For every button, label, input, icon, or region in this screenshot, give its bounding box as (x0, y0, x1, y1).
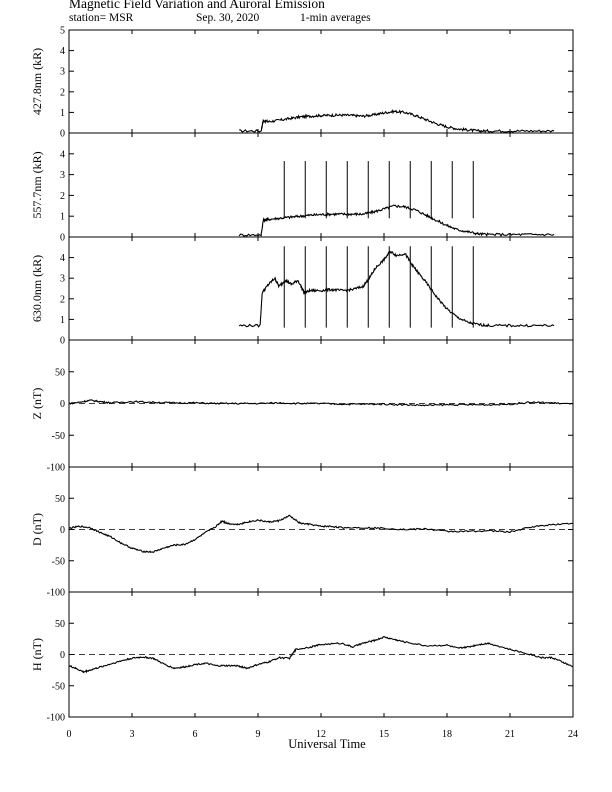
y-tick-label-pZ: -50 (52, 431, 65, 442)
series-line-pD (68, 514, 574, 554)
y-axis-label-p5577: 557.7nm (kR) (30, 151, 44, 218)
y-tick-label-p6300: 2 (60, 294, 65, 305)
y-tick-label-pZ: 50 (55, 367, 65, 378)
y-tick-label-p4278: 4 (60, 46, 65, 57)
y-tick-label-p4278: 2 (60, 87, 65, 98)
y-tick-label-pD: 0 (60, 525, 65, 536)
y-axis-label-p4278: 427.8nm (kR) (30, 48, 44, 115)
panel-frame-p6300 (68, 236, 574, 341)
y-tick-label-pD: -50 (52, 556, 65, 567)
y-tick-label-p4278: 3 (60, 67, 65, 78)
y-tick-label-pD: 50 (55, 494, 65, 505)
series-line-pZ (68, 399, 574, 407)
y-tick-label-p5577: 4 (60, 149, 65, 160)
series-line-p6300 (238, 250, 555, 328)
x-tick-label: 3 (130, 729, 135, 740)
series-line-p4278 (239, 108, 555, 134)
y-tick-label-pH: 0 (60, 650, 65, 661)
x-tick-label: 24 (568, 729, 578, 740)
x-tick-label: 0 (67, 729, 72, 740)
y-tick-label-pZ: 0 (60, 399, 65, 410)
y-tick-label-p4278: 0 (60, 129, 65, 140)
x-axis-label: Universal Time (288, 737, 366, 751)
chart-title: Magnetic Field Variation and Auroral Emi… (69, 0, 325, 11)
y-tick-label-p6300: 3 (60, 274, 65, 285)
y-tick-label-p6300: 0 (60, 336, 65, 347)
y-tick-label-pZ: -100 (47, 463, 65, 474)
y-tick-label-p6300: 4 (60, 253, 65, 264)
y-tick-label-p5577: 3 (60, 170, 65, 181)
y-tick-label-pH: -100 (47, 713, 65, 724)
x-tick-label: 21 (505, 729, 515, 740)
x-tick-label: 6 (193, 729, 198, 740)
y-tick-label-p5577: 1 (60, 212, 65, 223)
series-line-p5577 (238, 204, 555, 237)
averaging-label: 1-min averages (300, 12, 371, 24)
y-tick-label-p6300: 1 (60, 315, 65, 326)
y-axis-label-pZ: Z (nT) (30, 388, 44, 420)
series-line-pH (68, 636, 574, 674)
date-label: Sep. 30, 2020 (196, 12, 260, 24)
y-tick-label-p4278: 1 (60, 108, 65, 119)
y-tick-label-pD: -100 (47, 588, 65, 599)
y-tick-label-p5577: 2 (60, 191, 65, 202)
panel-frame-p4278 (68, 29, 574, 134)
y-axis-label-pH: H (nT) (30, 638, 44, 671)
x-tick-label: 12 (316, 729, 326, 740)
station-label: station= MSR (69, 12, 134, 24)
y-tick-label-p4278: 5 (60, 26, 65, 37)
y-axis-label-p6300: 630.0nm (kR) (30, 255, 44, 322)
x-tick-label: 15 (379, 729, 389, 740)
y-tick-label-pH: 50 (55, 619, 65, 630)
x-tick-label: 9 (256, 729, 261, 740)
y-tick-label-pH: -50 (52, 681, 65, 692)
panel-frame-p5577 (68, 132, 574, 238)
x-tick-label: 18 (442, 729, 452, 740)
y-axis-label-pD: D (nT) (30, 513, 44, 546)
y-tick-label-p5577: 0 (60, 233, 65, 244)
